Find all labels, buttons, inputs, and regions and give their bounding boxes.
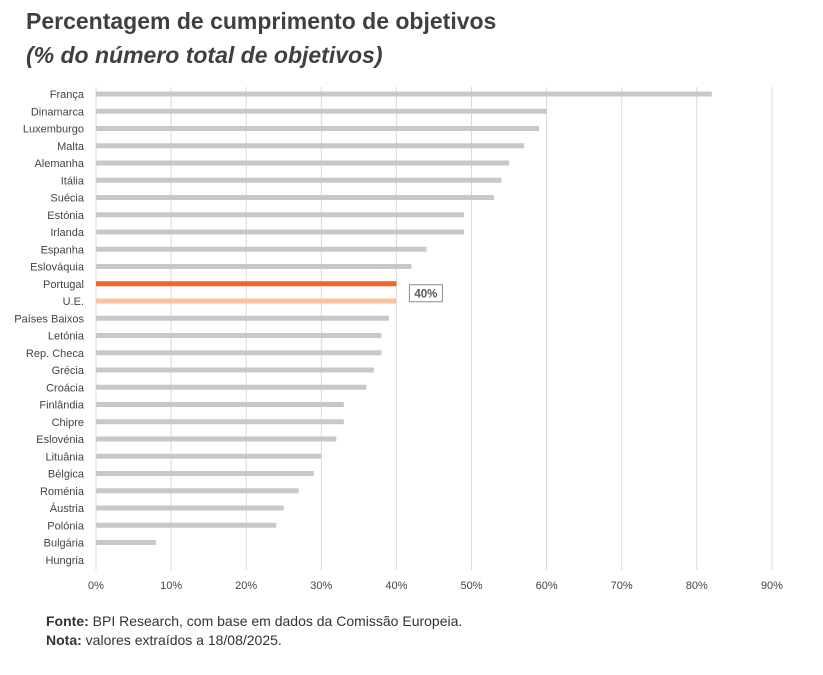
bar: [96, 350, 382, 356]
category-label: Estónia: [47, 210, 85, 222]
x-tick-label: 80%: [686, 580, 708, 592]
bar: [96, 160, 510, 166]
category-label: Croácia: [46, 382, 85, 394]
bar: [96, 108, 547, 114]
x-tick-label: 30%: [310, 580, 332, 592]
annotation-box: [408, 284, 443, 303]
category-label: Malta: [57, 141, 85, 153]
bar: [96, 505, 284, 511]
x-tick-label: 40%: [385, 580, 407, 592]
bar: [96, 281, 397, 287]
category-label: Irlanda: [50, 227, 85, 239]
bar: [96, 212, 464, 218]
note-line: Nota: valores extraídos a 18/08/2025.: [46, 631, 462, 650]
category-label: Chipre: [52, 417, 84, 429]
category-label: Grécia: [52, 365, 85, 377]
category-label: Luxemburgo: [23, 124, 84, 136]
bar: [96, 143, 525, 149]
category-label: Dinamarca: [31, 106, 85, 118]
bar: [96, 471, 314, 476]
category-label: Bélgica: [48, 469, 85, 481]
bar: [96, 384, 367, 390]
bar: [96, 315, 389, 321]
category-label: Suécia: [50, 193, 85, 205]
bar: [96, 264, 412, 269]
bar: [96, 402, 344, 407]
bar: [96, 195, 495, 200]
note-label: Nota:: [46, 632, 82, 648]
category-label: Letónia: [48, 331, 85, 343]
bar: [96, 488, 299, 494]
x-tick-label: 50%: [460, 580, 482, 592]
bar: [96, 229, 464, 235]
bar: [96, 333, 382, 338]
source-label: Fonte:: [46, 613, 89, 629]
category-label: Finlândia: [39, 400, 85, 412]
category-label: Países Baixos: [14, 313, 84, 325]
category-label: Espanha: [41, 244, 85, 256]
note-text: valores extraídos a 18/08/2025.: [81, 632, 282, 648]
bar: [96, 419, 344, 425]
category-label: Polónia: [47, 520, 85, 532]
category-label: França: [50, 89, 85, 101]
category-label: Áustria: [50, 502, 85, 515]
x-tick-label: 10%: [160, 580, 182, 592]
x-tick-label: 60%: [536, 580, 558, 592]
bar: [96, 540, 157, 545]
category-label: Lituânia: [45, 451, 84, 463]
x-tick-label: 20%: [235, 580, 257, 592]
x-tick-label: 70%: [611, 580, 633, 592]
chart-title: Percentagem de cumprimento de objetivos: [26, 8, 497, 34]
annotation-label: 40%: [414, 288, 437, 300]
source-text: BPI Research, com base em dados da Comis…: [88, 613, 463, 629]
category-label: Bulgária: [44, 538, 85, 550]
bar: [96, 177, 502, 183]
bar: [96, 246, 427, 252]
category-label: Eslováquia: [30, 262, 85, 274]
bar: [96, 453, 322, 459]
category-label: Itália: [61, 175, 85, 187]
bar: [96, 522, 277, 528]
bar: [96, 367, 374, 373]
source-line: Fonte: BPI Research, com base em dados d…: [46, 612, 462, 631]
category-label: Roménia: [40, 486, 85, 498]
chart-notes: Fonte: BPI Research, com base em dados d…: [46, 612, 462, 650]
bar: [96, 126, 540, 131]
x-tick-label: 90%: [761, 580, 783, 592]
bar: [96, 91, 712, 97]
category-label: Hungria: [45, 555, 84, 567]
category-label: Eslovénia: [36, 434, 85, 446]
bar: [96, 436, 337, 442]
x-tick-label: 0%: [88, 580, 104, 592]
category-label: Portugal: [43, 279, 84, 291]
category-label: Rep. Checa: [26, 348, 85, 360]
chart-subtitle: (% do número total de objetivos): [26, 42, 383, 68]
category-label: U.E.: [63, 296, 84, 308]
category-label: Alemanha: [34, 158, 84, 170]
bar: [96, 298, 397, 304]
